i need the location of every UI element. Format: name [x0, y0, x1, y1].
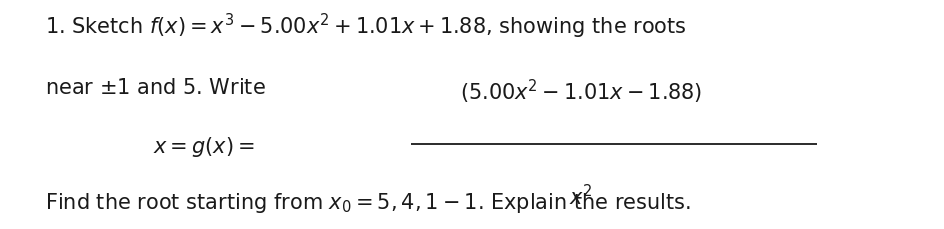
Text: $\left(5.00x^2 - 1.01x - 1.88\right)$: $\left(5.00x^2 - 1.01x - 1.88\right)$: [460, 77, 701, 106]
Text: 1. Sketch $f(x) = x^3 - 5.00x^2 + 1.01x + 1.88$, showing the roots: 1. Sketch $f(x) = x^3 - 5.00x^2 + 1.01x …: [45, 12, 686, 41]
Text: $x^2$: $x^2$: [568, 184, 593, 210]
Text: near $\pm1$ and 5. Write: near $\pm1$ and 5. Write: [45, 79, 266, 98]
Text: $x = g(x) =$: $x = g(x) =$: [153, 135, 255, 158]
Text: Find the root starting from $x_0 = 5, 4, 1 - 1$. Explain the results.: Find the root starting from $x_0 = 5, 4,…: [45, 191, 691, 215]
